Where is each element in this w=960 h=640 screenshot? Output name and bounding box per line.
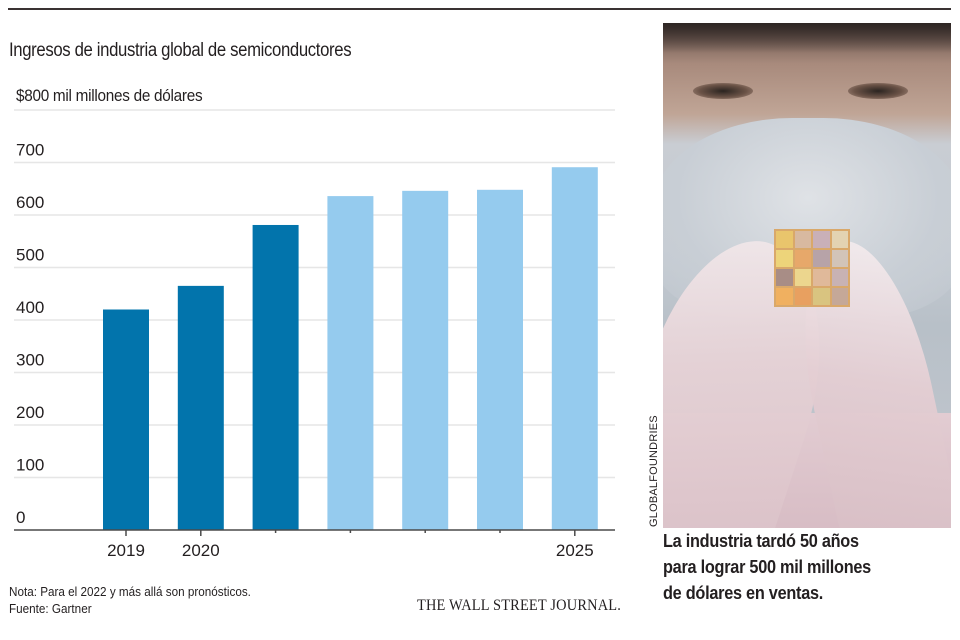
caption-line: de dólares en ventas. — [663, 582, 824, 603]
x-tick-label: 2020 — [182, 541, 220, 560]
y-tick-label: 0 — [16, 508, 25, 527]
y-tick-label: 500 — [16, 246, 44, 265]
bar-2023 — [402, 190, 449, 530]
photo-caption: La industria tardó 50 años para lograr 5… — [663, 528, 871, 606]
y-axis-unit-label: $800 mil millones de dólares — [16, 86, 203, 105]
photo-technician-holding-chip — [663, 23, 951, 528]
photo-credit: GLOBALFOUNDRIES — [648, 415, 660, 527]
photo-hair — [663, 23, 951, 53]
chart-title: Ingresos de industria global de semicond… — [9, 40, 352, 61]
photo-eye-right — [848, 83, 908, 99]
y-tick-label: 300 — [16, 351, 44, 370]
x-ticks: 2019 2020 2025 — [107, 530, 594, 560]
y-tick-label: 200 — [16, 403, 44, 422]
bar-2020 — [177, 285, 224, 530]
bar-2025 — [551, 167, 598, 530]
y-tick-label: 600 — [16, 193, 44, 212]
note-text: Nota: Para el 2022 y más allá son pronós… — [9, 584, 251, 599]
photo-eye-left — [693, 83, 753, 99]
bar-2024 — [477, 189, 523, 531]
x-tick-label: 2025 — [556, 541, 594, 560]
y-tick-label: 400 — [16, 298, 44, 317]
top-rule — [8, 8, 951, 10]
bar-chart: 0 100 200 300 400 500 600 700 2019 2020 2025 — [14, 109, 615, 560]
chart-notes: Nota: Para el 2022 y más allá son pronós… — [9, 583, 251, 617]
photo-semiconductor-chip — [774, 229, 850, 307]
caption-line: La industria tardó 50 años — [663, 530, 859, 551]
y-tick-label: 700 — [16, 141, 44, 160]
bar-2022 — [327, 196, 374, 530]
publisher-logo: THE WALL STREET JOURNAL. — [417, 597, 622, 614]
bar-2019 — [103, 309, 149, 530]
y-tick-labels: 0 100 200 300 400 500 600 700 — [16, 141, 44, 528]
y-tick-label: 100 — [16, 456, 44, 475]
source-text: Fuente: Gartner — [9, 601, 92, 616]
bars — [103, 167, 598, 531]
bar-2021 — [252, 224, 299, 530]
x-tick-label: 2019 — [107, 541, 145, 560]
caption-line: para lograr 500 mil millones — [663, 556, 871, 577]
